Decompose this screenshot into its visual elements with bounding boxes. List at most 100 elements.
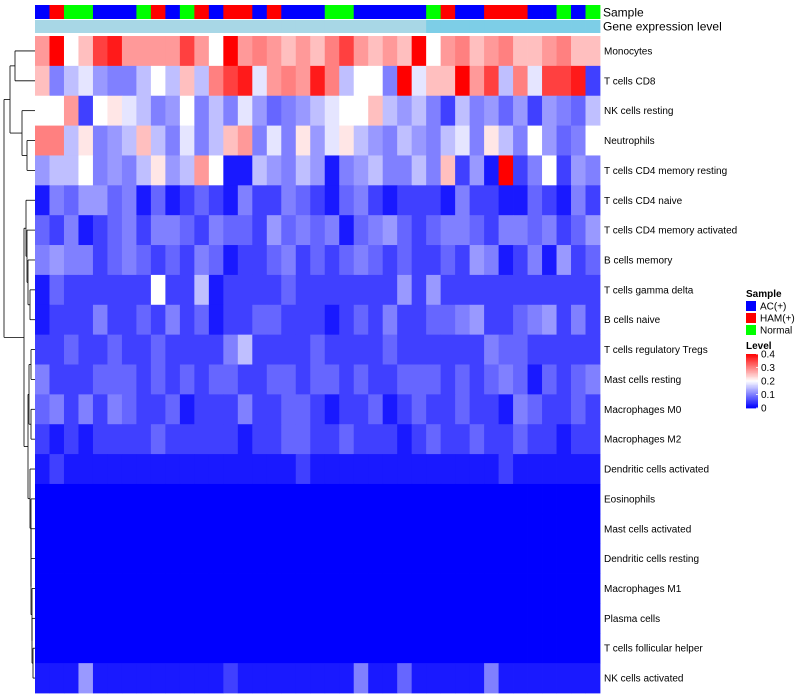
heatmap-cell xyxy=(397,633,413,664)
heatmap-cell xyxy=(498,633,514,664)
heatmap-cell xyxy=(382,215,398,246)
heatmap-cell xyxy=(426,304,442,336)
row-label: Macrophages M1 xyxy=(604,584,682,595)
heatmap-cell xyxy=(121,573,137,604)
heatmap-cell xyxy=(484,454,499,485)
heatmap-cell xyxy=(63,394,79,425)
heatmap-cell xyxy=(237,65,253,97)
heatmap-cell xyxy=(92,95,108,126)
heatmap-cell xyxy=(426,424,442,455)
heatmap-cell xyxy=(281,65,297,97)
level-gradient-step xyxy=(746,355,758,358)
heatmap-cell xyxy=(281,185,297,216)
heatmap-cell xyxy=(455,454,471,485)
heatmap-cell xyxy=(266,394,282,425)
sample-annotation-label: Sample xyxy=(603,6,644,20)
heatmap-cell xyxy=(223,334,239,365)
heatmap-cell xyxy=(121,394,137,425)
heatmap-cell xyxy=(513,603,528,634)
heatmap-cell xyxy=(397,543,413,574)
heatmap-cell xyxy=(324,95,340,126)
heatmap-cell xyxy=(92,155,108,186)
heatmap-cell xyxy=(194,454,210,485)
heatmap-cell xyxy=(63,573,79,604)
heatmap-cell xyxy=(397,95,413,126)
sample-cell xyxy=(92,5,108,19)
heatmap-cell xyxy=(484,185,499,216)
heatmap-cell xyxy=(324,573,340,604)
heatmap-cell xyxy=(281,543,297,574)
heatmap-cell xyxy=(324,215,340,246)
heatmap-cell xyxy=(426,245,442,276)
heatmap-cell xyxy=(92,185,108,216)
sample-cell xyxy=(542,5,557,19)
heatmap-cell xyxy=(440,633,456,664)
heatmap-cell xyxy=(107,95,123,126)
heatmap-cell xyxy=(411,304,427,336)
heatmap-cell xyxy=(179,215,195,246)
expression-cell xyxy=(63,20,79,33)
heatmap-cell xyxy=(310,424,326,455)
heatmap-cell xyxy=(150,483,166,515)
heatmap-cell xyxy=(469,603,485,634)
heatmap-cell xyxy=(252,483,268,515)
heatmap-cell xyxy=(35,215,50,246)
heatmap-cell xyxy=(252,573,268,604)
heatmap-cell xyxy=(455,185,471,216)
heatmap-cell xyxy=(411,633,427,664)
heatmap-cell xyxy=(121,155,137,186)
heatmap-cell xyxy=(63,663,79,694)
heatmap-cell xyxy=(252,364,268,395)
heatmap-cell xyxy=(353,513,369,545)
heatmap-cell xyxy=(281,36,297,67)
heatmap-cell xyxy=(121,215,137,246)
heatmap-cell xyxy=(223,513,239,545)
heatmap-cell xyxy=(63,36,79,67)
heatmap-cell xyxy=(35,125,50,156)
heatmap-cell xyxy=(353,215,369,246)
heatmap-cell xyxy=(440,663,456,694)
heatmap-cell xyxy=(397,125,413,156)
heatmap-cell xyxy=(136,125,152,156)
heatmap-cell xyxy=(208,394,224,425)
heatmap-cell xyxy=(194,245,210,276)
heatmap-cell xyxy=(107,663,123,694)
heatmap-cell xyxy=(556,334,572,365)
heatmap-cell xyxy=(571,633,586,664)
expression-cell xyxy=(426,20,442,33)
heatmap-cell xyxy=(527,245,543,276)
heatmap-cell xyxy=(121,274,137,306)
heatmap-cell xyxy=(295,633,311,664)
heatmap-cell xyxy=(49,394,65,425)
heatmap-cell xyxy=(107,603,123,634)
heatmap-cell xyxy=(426,155,442,186)
heatmap-cell xyxy=(571,95,586,126)
heatmap-cell xyxy=(136,454,152,485)
heatmap-cell xyxy=(339,633,355,664)
heatmap-cell xyxy=(165,36,181,67)
heatmap-cell xyxy=(237,543,253,574)
heatmap-cell xyxy=(165,334,181,365)
heatmap-cell xyxy=(440,364,456,395)
heatmap-cell xyxy=(585,573,601,604)
heatmap-cell xyxy=(223,364,239,395)
heatmap-cell xyxy=(150,185,166,216)
heatmap-cell xyxy=(556,245,572,276)
sample-cell xyxy=(455,5,471,19)
heatmap-cell xyxy=(339,364,355,395)
heatmap-cell xyxy=(252,603,268,634)
heatmap-cell xyxy=(49,603,65,634)
heatmap-cell xyxy=(237,185,253,216)
heatmap-cell xyxy=(513,424,528,455)
heatmap-cell xyxy=(571,573,586,604)
level-gradient-step xyxy=(746,379,758,382)
level-tick-label: 0.3 xyxy=(761,363,775,374)
heatmap-cell xyxy=(527,633,543,664)
heatmap-cell xyxy=(324,155,340,186)
heatmap-cell xyxy=(35,245,50,276)
heatmap-cell xyxy=(353,663,369,694)
heatmap-cell xyxy=(295,304,311,336)
heatmap-cell xyxy=(571,245,586,276)
heatmap-cell xyxy=(295,364,311,395)
heatmap-cell xyxy=(179,65,195,97)
